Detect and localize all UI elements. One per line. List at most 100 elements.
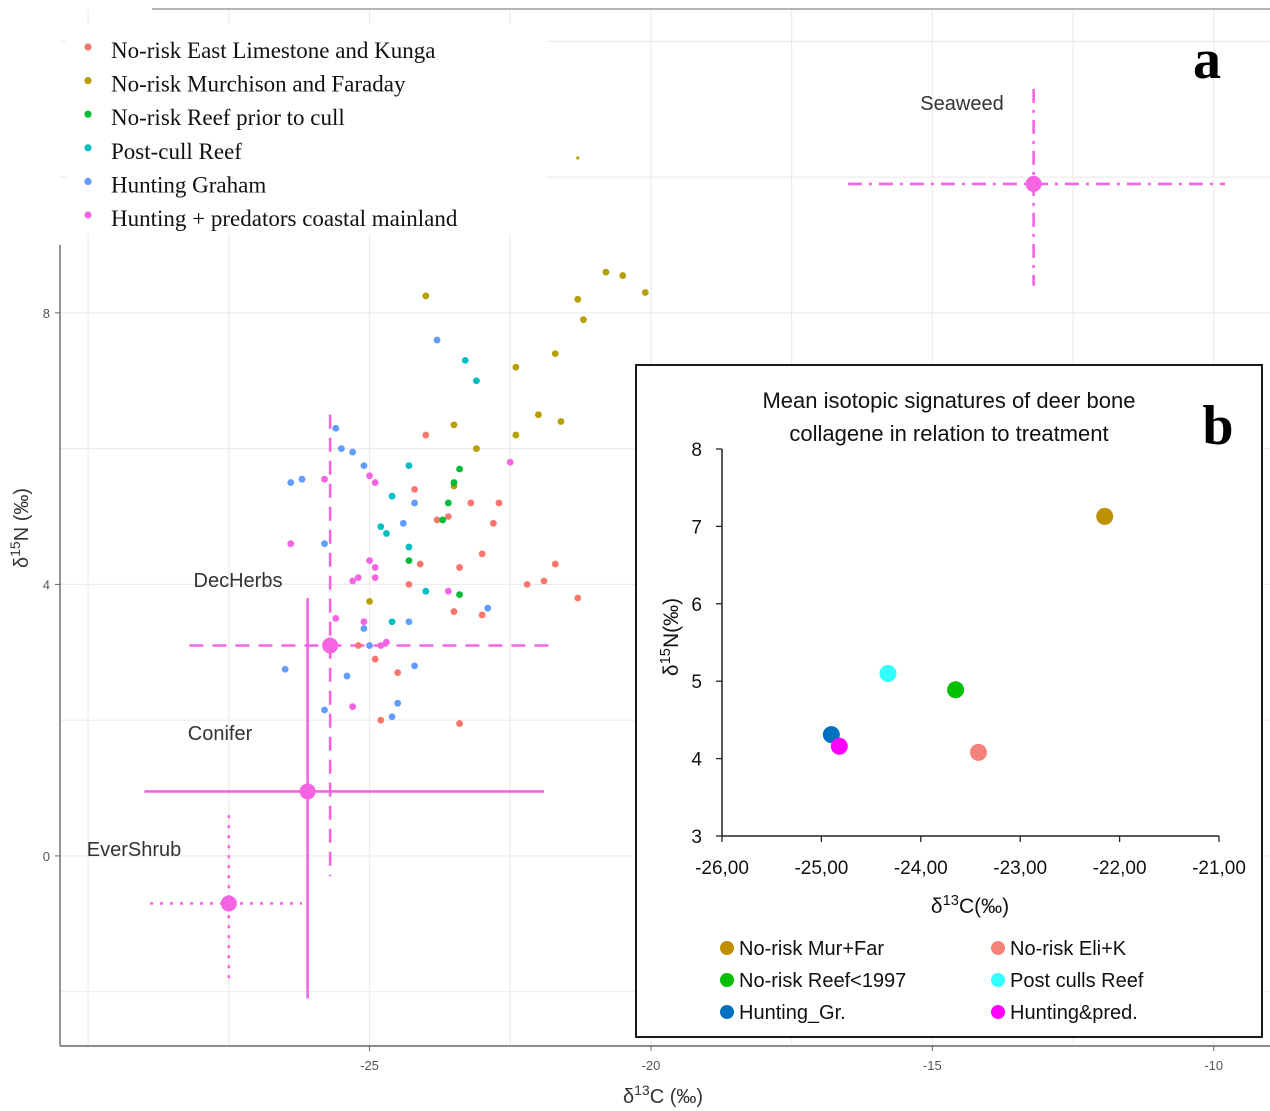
data-point: [467, 499, 475, 507]
data-point: [405, 462, 413, 470]
panel-b-point-no-risk-mur-far: [1096, 507, 1114, 525]
data-point: [337, 445, 345, 453]
data-point: [444, 587, 452, 595]
panel-b-letter: b: [1202, 395, 1233, 457]
legend-label: No-risk Murchison and Faraday: [111, 72, 406, 97]
panel-b-legend-marker: [720, 973, 734, 987]
data-point: [495, 499, 503, 507]
data-point: [405, 543, 413, 551]
legend-marker: [84, 110, 92, 118]
legend-item-no-risk-east-limestone-and-kunga: No-risk East Limestone and Kunga: [84, 38, 435, 63]
data-point: [377, 642, 385, 649]
data-point: [343, 672, 351, 680]
panel-b-inset: Mean isotopic signatures of deer bone co…: [635, 364, 1263, 1038]
data-point: [433, 516, 441, 524]
legend-marker: [84, 211, 92, 219]
panel-b-legend-marker: [720, 1005, 734, 1019]
data-point: [444, 513, 452, 520]
panel-b-point-no-risk-eli-k: [969, 743, 987, 761]
panel-b-y-tick-label: 6: [691, 595, 702, 616]
data-point: [388, 492, 396, 500]
panel-b-legend-item-no-risk-eli-k: No-risk Eli+K: [991, 938, 1127, 960]
panel-b-y-tick-label: 8: [691, 440, 702, 461]
source-mean-point: [322, 637, 339, 654]
legend-item-hunting-predators-coastal-mainland: Hunting + predators coastal mainland: [84, 206, 458, 231]
panel-b-title-line-1: Mean isotopic signatures of deer bone: [762, 388, 1135, 413]
legend-item-post-cull-reef: Post-cull Reef: [84, 139, 242, 164]
data-point: [422, 587, 430, 595]
panel-b-title-line-2: collagene in relation to treatment: [789, 421, 1108, 446]
data-point: [574, 295, 582, 303]
panel-b-legend-label: No-risk Reef<1997: [739, 970, 906, 992]
panel-b-y-tick-label: 7: [691, 517, 702, 538]
data-point: [461, 356, 469, 364]
data-point: [478, 550, 486, 558]
data-point: [450, 479, 458, 486]
series-no-risk-east-limestone-and-kunga: [354, 431, 582, 727]
panel-b-x-tick-label: -26,00: [695, 858, 749, 879]
panel-a-sources: Seaweed DecHerbs Conifer EverShrub: [87, 88, 1225, 999]
panel-b-legend-item-hunting-gr: Hunting_Gr.: [720, 1002, 846, 1024]
panel-b-legend-marker: [991, 1005, 1005, 1019]
data-point: [574, 594, 582, 602]
legend-label: Hunting Graham: [111, 172, 266, 197]
panel-b-point-post-culls-reef: [879, 664, 897, 682]
x-tick-label: -15: [923, 1058, 942, 1073]
data-point: [484, 604, 492, 612]
panel-b-legend: No-risk Mur+Far No-risk Eli+K No-risk Reef…: [720, 938, 1144, 1024]
data-point: [281, 665, 289, 673]
data-point: [388, 713, 396, 721]
panel-a-letter: a: [1193, 29, 1221, 91]
panel-b-legend-label: No-risk Eli+K: [1010, 938, 1127, 960]
data-point: [579, 316, 587, 324]
data-point: [321, 540, 328, 548]
data-point: [422, 431, 430, 439]
panel-b-legend-label: Hunting_Gr.: [739, 1002, 846, 1024]
panel-b-legend-marker: [991, 941, 1005, 955]
legend-marker: [84, 77, 92, 85]
data-point: [287, 479, 295, 486]
data-point: [394, 699, 402, 707]
data-point: [366, 557, 373, 565]
legend-label: No-risk East Limestone and Kunga: [111, 38, 435, 63]
data-point: [394, 669, 402, 677]
source-label-conifer: Conifer: [188, 723, 253, 745]
legend-label: Post-cull Reef: [111, 139, 242, 164]
y-tick-label: 0: [43, 849, 50, 864]
data-point: [388, 618, 396, 626]
data-point: [473, 377, 480, 385]
data-point: [456, 720, 463, 727]
data-point: [433, 336, 441, 344]
series-no-risk-reef-prior-to-cull: [405, 465, 463, 598]
panel-b-points: [822, 507, 1114, 761]
data-point: [411, 485, 418, 493]
panel-b-legend-marker: [991, 973, 1005, 987]
panel-a-y-axis-label: δ15N (‰): [7, 488, 33, 568]
panel-a-points: [281, 156, 649, 727]
panel-b-legend-item-post-culls-reef: Post culls Reef: [991, 970, 1144, 992]
panel-b-y-tick-label: 5: [691, 672, 702, 693]
data-point: [371, 655, 379, 663]
panel-a-ticks: -25 -20 -15 -10 0 4 8: [43, 306, 1223, 1073]
data-point: [332, 424, 340, 432]
data-point: [321, 706, 328, 714]
data-point: [360, 625, 368, 632]
source-seaweed: [847, 88, 1225, 286]
data-point: [366, 472, 373, 480]
data-point: [360, 462, 368, 470]
data-point: [557, 418, 565, 425]
data-point: [576, 156, 580, 160]
x-tick-label: -20: [642, 1058, 661, 1073]
panel-b-x-tick-label: -25,00: [794, 858, 848, 879]
data-point: [473, 445, 480, 453]
data-point: [377, 523, 385, 531]
data-point: [411, 499, 418, 507]
panel-b-frame: [635, 364, 1263, 1038]
data-point: [456, 564, 463, 571]
data-point: [512, 363, 520, 371]
legend-item-no-risk-murchison-and-faraday: No-risk Murchison and Faraday: [84, 72, 406, 97]
x-tick-label: -10: [1204, 1058, 1223, 1073]
data-point: [405, 618, 413, 626]
data-point: [354, 642, 362, 649]
data-point: [298, 475, 306, 483]
